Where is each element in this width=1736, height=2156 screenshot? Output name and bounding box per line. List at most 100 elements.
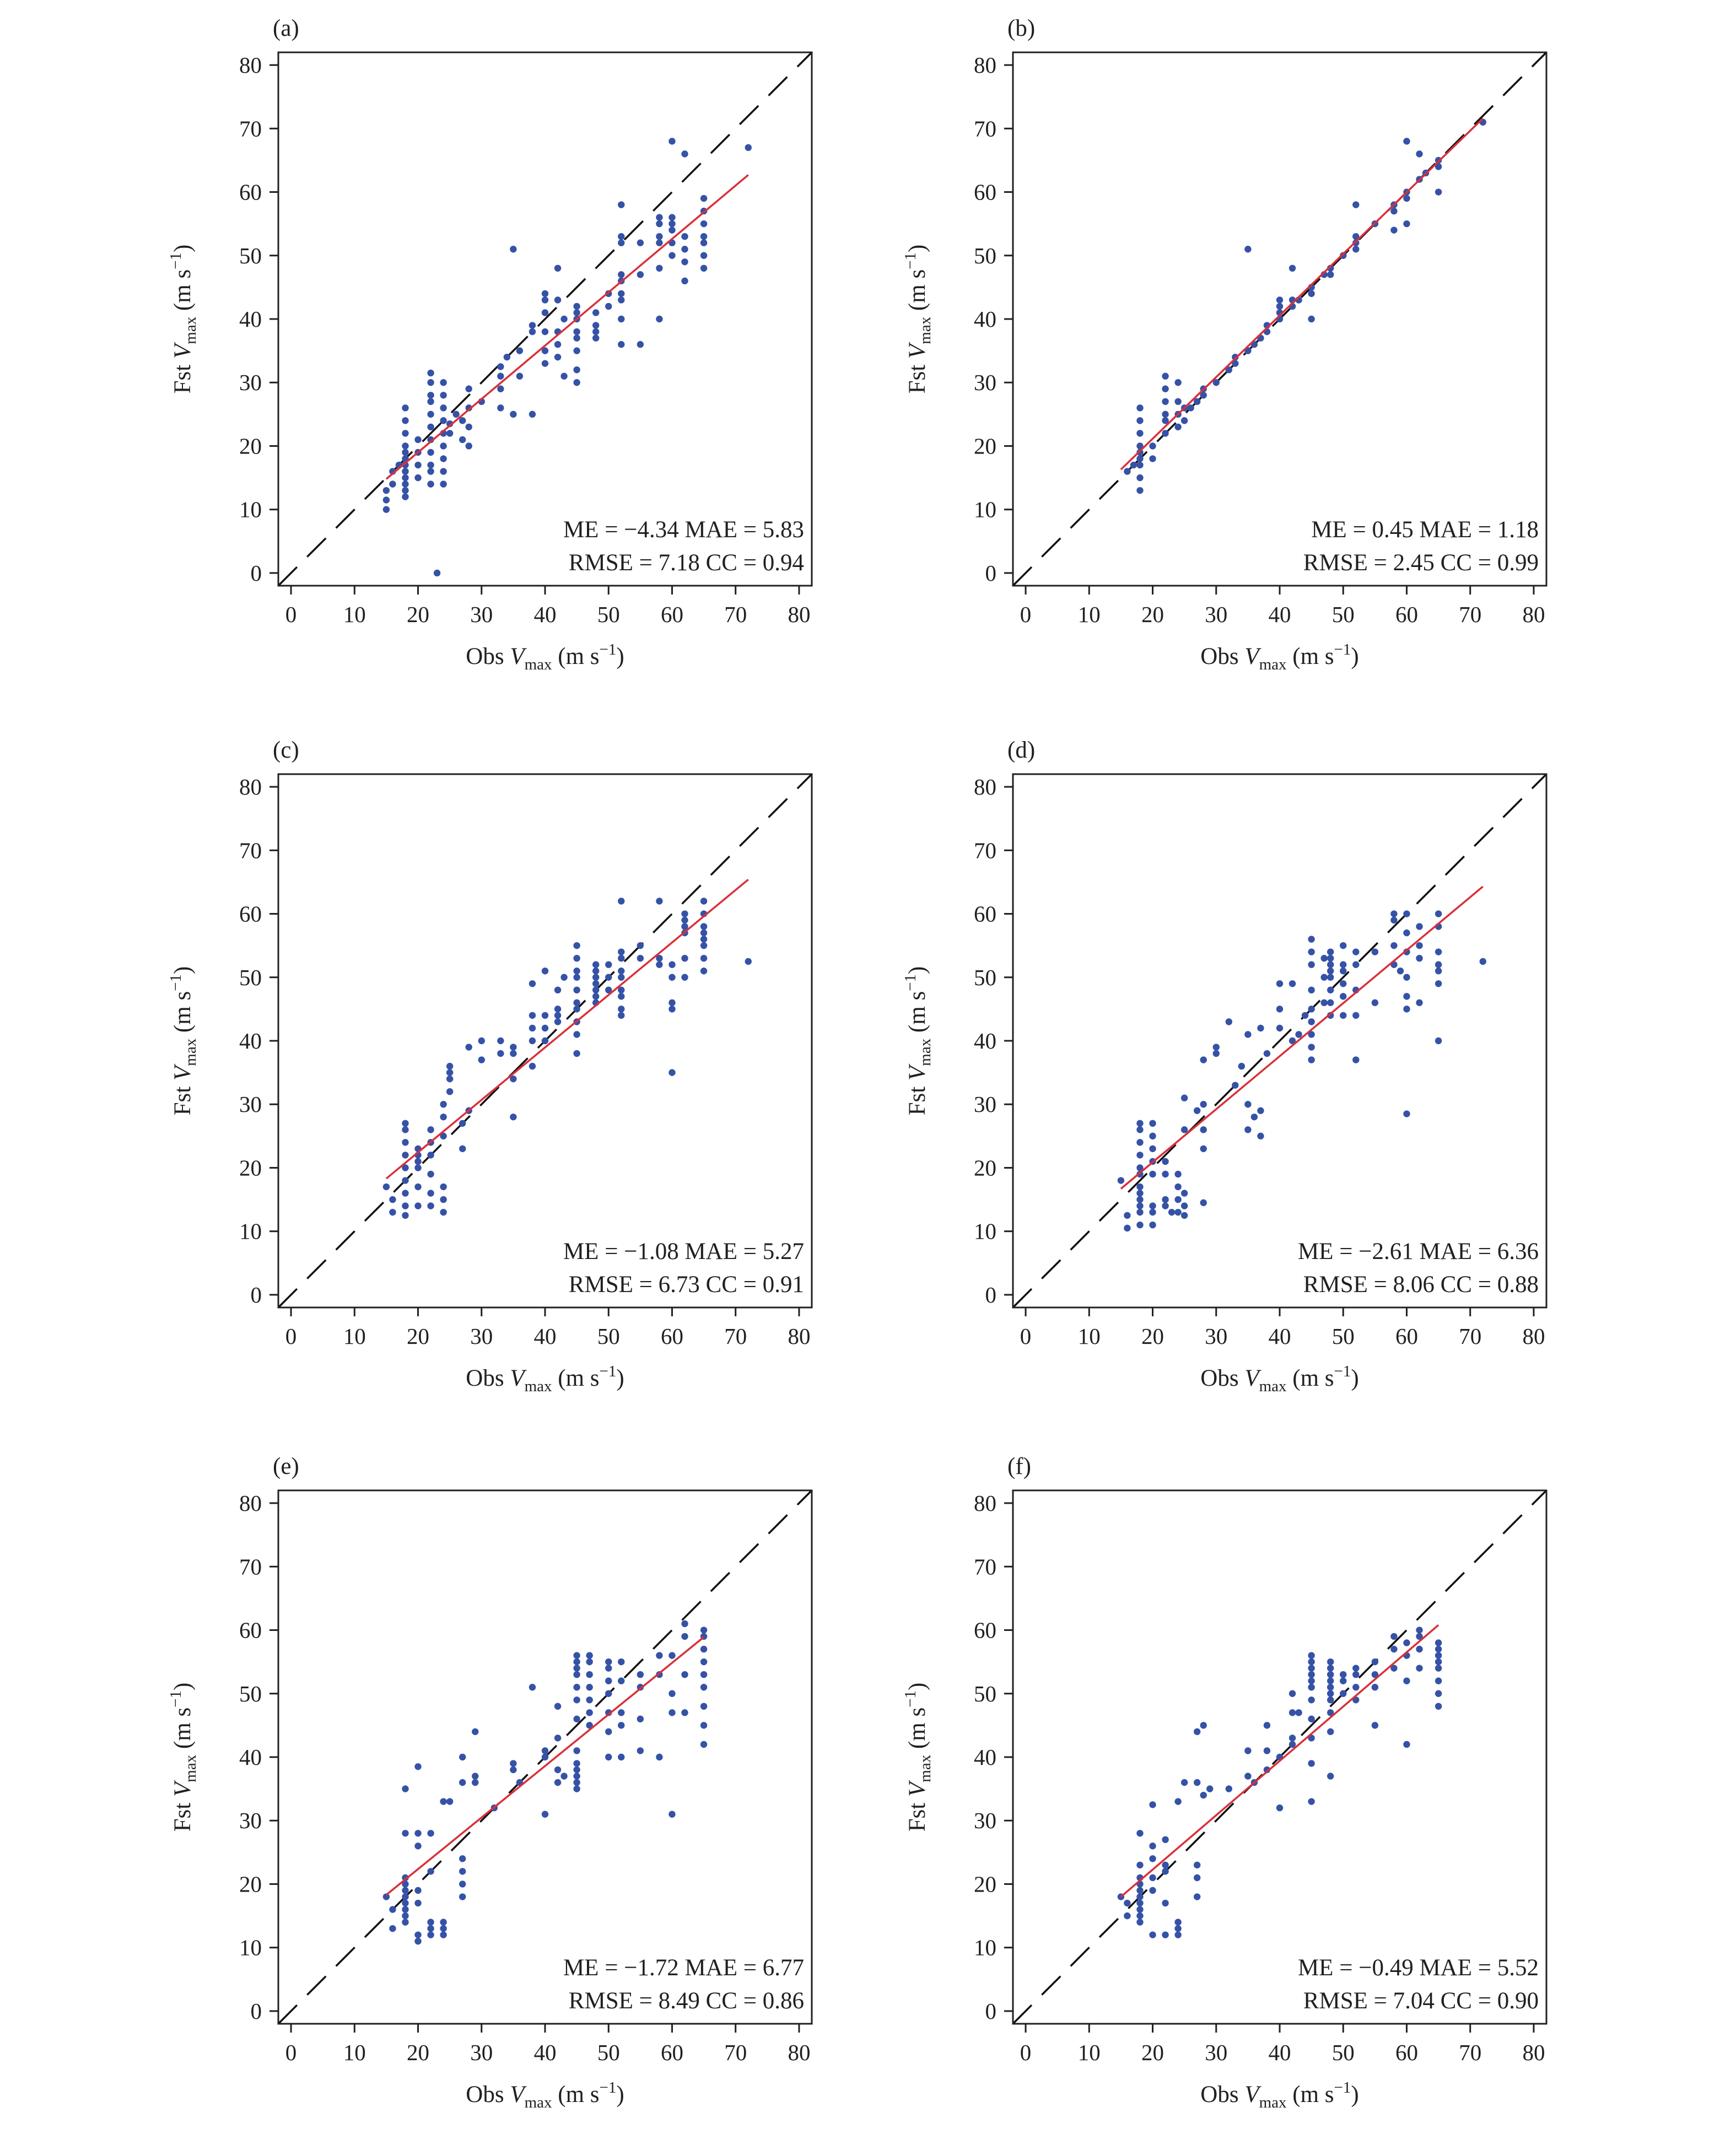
data-point bbox=[605, 302, 612, 310]
data-point bbox=[573, 366, 580, 374]
data-point bbox=[1327, 1773, 1334, 1780]
data-point bbox=[668, 1709, 676, 1716]
data-point bbox=[1308, 1056, 1315, 1063]
x-axis-label: Obs Vmax (m s−1) bbox=[1200, 2079, 1358, 2111]
data-point bbox=[440, 1798, 447, 1805]
data-point bbox=[1416, 1645, 1423, 1653]
data-point bbox=[1435, 1677, 1442, 1684]
x-axis-label: Obs Vmax (m s−1) bbox=[1200, 1363, 1358, 1395]
data-point bbox=[402, 1120, 409, 1127]
x-tick-label: 0 bbox=[285, 1323, 297, 1349]
data-point bbox=[446, 1069, 454, 1076]
y-axis-label: Fst Vmax (m s−1) bbox=[167, 966, 200, 1116]
y-tick-label: 60 bbox=[239, 1618, 262, 1643]
data-point bbox=[1327, 1677, 1334, 1684]
data-point bbox=[459, 1855, 466, 1862]
data-point bbox=[1435, 1652, 1442, 1659]
data-point bbox=[1320, 999, 1328, 1007]
data-point bbox=[402, 487, 409, 494]
data-point bbox=[1416, 942, 1423, 949]
data-point bbox=[1435, 910, 1442, 917]
x-tick-label: 30 bbox=[1205, 1323, 1227, 1349]
x-tick-label: 50 bbox=[597, 1323, 620, 1349]
y-tick-label: 30 bbox=[239, 1091, 262, 1117]
y-tick-label: 60 bbox=[239, 180, 262, 205]
data-point bbox=[402, 1190, 409, 1197]
data-point bbox=[586, 1722, 593, 1729]
data-point bbox=[459, 417, 466, 424]
data-point bbox=[637, 1671, 644, 1678]
data-point bbox=[402, 493, 409, 500]
data-point bbox=[1327, 961, 1334, 968]
panel-e: (e) 0 10 20 30 40 50 60 70 80 0 10 20 30 40 50 60 70 80 Obs… bbox=[167, 1453, 813, 2111]
y-tick-label: 40 bbox=[239, 1028, 262, 1053]
y-axis-label: Fst Vmax (m s−1) bbox=[902, 1683, 934, 1832]
data-point bbox=[1200, 1791, 1207, 1799]
data-point bbox=[560, 372, 568, 380]
data-point bbox=[592, 974, 600, 981]
data-point bbox=[402, 449, 409, 456]
data-point bbox=[618, 271, 625, 278]
data-point bbox=[1435, 1690, 1442, 1697]
data-point bbox=[1257, 1024, 1264, 1032]
stats-text: RMSE = 6.73 CC = 0.91 bbox=[569, 1272, 804, 1298]
data-point bbox=[1308, 1696, 1315, 1704]
data-point bbox=[541, 309, 549, 316]
data-point bbox=[1136, 430, 1144, 437]
data-point bbox=[637, 239, 644, 246]
data-point bbox=[681, 916, 688, 924]
data-point bbox=[427, 379, 434, 386]
data-point bbox=[1136, 1893, 1144, 1900]
data-point bbox=[1390, 916, 1398, 924]
data-point bbox=[573, 1006, 580, 1013]
x-tick-label: 80 bbox=[1522, 602, 1545, 627]
data-point bbox=[1327, 968, 1334, 975]
data-point bbox=[1136, 1830, 1144, 1837]
data-point bbox=[402, 1887, 409, 1894]
data-point bbox=[541, 1037, 549, 1045]
data-point bbox=[1435, 1703, 1442, 1710]
data-point bbox=[618, 968, 625, 975]
data-point bbox=[1416, 923, 1423, 930]
data-point bbox=[668, 974, 676, 981]
data-point bbox=[1327, 1690, 1334, 1697]
data-point bbox=[516, 347, 524, 354]
data-point bbox=[1162, 1170, 1169, 1178]
x-tick-label: 30 bbox=[1205, 602, 1227, 627]
data-point bbox=[414, 1164, 422, 1171]
data-point bbox=[427, 1868, 434, 1875]
y-tick-label: 80 bbox=[239, 774, 262, 799]
y-tick-label: 80 bbox=[974, 1490, 996, 1516]
data-point bbox=[1327, 999, 1334, 1007]
data-point bbox=[465, 385, 472, 392]
data-point bbox=[573, 302, 580, 310]
data-point bbox=[1225, 1785, 1233, 1792]
data-point bbox=[668, 220, 676, 228]
data-point bbox=[1136, 1912, 1144, 1920]
data-point bbox=[427, 1202, 434, 1209]
stats-text: RMSE = 8.49 CC = 0.86 bbox=[569, 1988, 804, 2014]
x-axis-label: Obs Vmax (m s−1) bbox=[466, 2079, 624, 2111]
stats-text: ME = −4.34 MAE = 5.83 bbox=[563, 517, 804, 543]
data-point bbox=[440, 392, 447, 399]
data-point bbox=[1149, 1208, 1156, 1216]
data-point bbox=[700, 954, 708, 962]
x-tick-label: 30 bbox=[470, 1323, 493, 1349]
data-point bbox=[497, 385, 504, 392]
y-tick-label: 70 bbox=[974, 1554, 996, 1579]
data-point bbox=[1416, 1633, 1423, 1640]
data-point bbox=[427, 1830, 434, 1837]
data-point bbox=[1136, 417, 1144, 424]
data-point bbox=[1162, 398, 1169, 406]
data-point bbox=[1136, 1152, 1144, 1159]
y-tick-label: 50 bbox=[974, 1681, 996, 1706]
data-point bbox=[637, 1715, 644, 1723]
data-point bbox=[618, 993, 625, 1000]
data-point bbox=[510, 1075, 517, 1083]
data-point bbox=[1308, 1798, 1315, 1805]
scatter-points bbox=[1124, 118, 1486, 494]
data-point bbox=[440, 442, 447, 450]
data-point bbox=[700, 929, 708, 937]
data-point bbox=[1276, 1024, 1284, 1032]
data-point bbox=[618, 315, 625, 323]
